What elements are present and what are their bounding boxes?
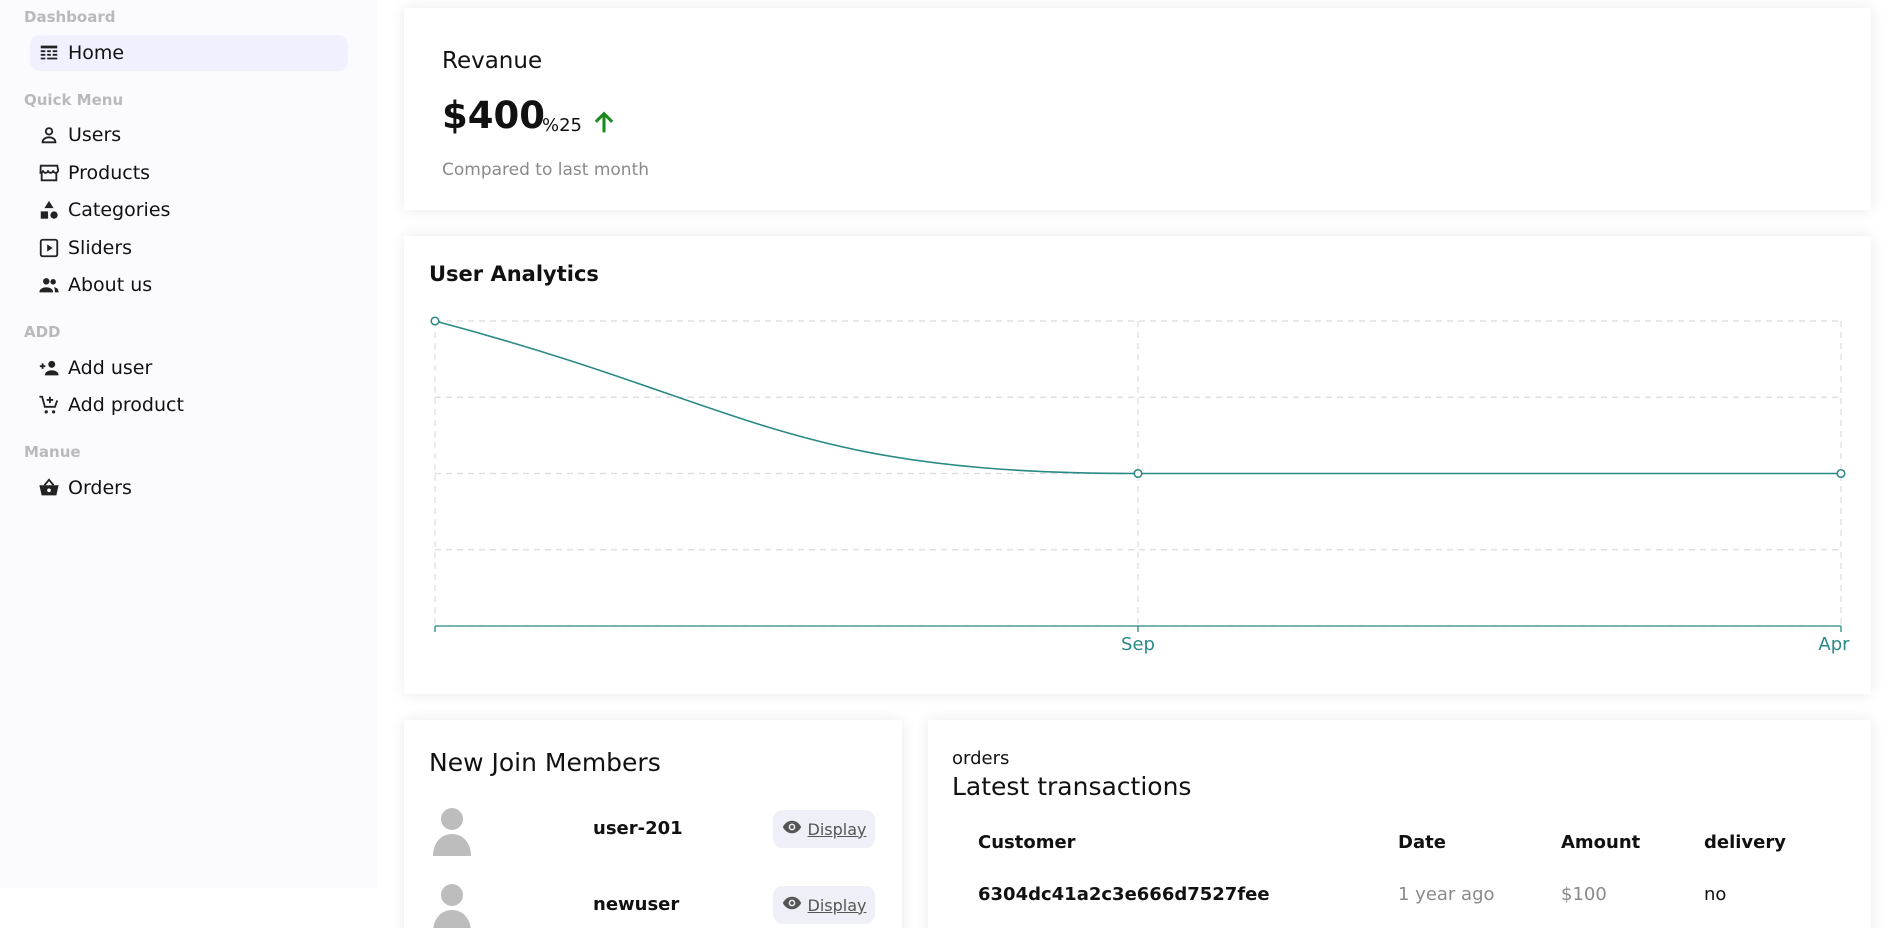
new-join-members-card: New Join Members user-201 Display newuse… <box>404 720 902 928</box>
shopping-basket-icon <box>38 477 60 499</box>
slideshow-icon <box>38 237 60 259</box>
display-button-label: Display <box>807 895 867 915</box>
sidebar-item-sliders[interactable]: Sliders <box>30 230 348 266</box>
arrow-up-icon <box>582 109 618 142</box>
sidebar-item-label: Users <box>68 124 122 146</box>
cell-date: 1 year ago <box>1398 884 1495 905</box>
member-username: newuser <box>593 894 680 915</box>
avatar <box>429 806 475 856</box>
shapes-icon <box>38 199 60 221</box>
sidebar-item-label: Add product <box>68 394 184 416</box>
revenue-card: Revanue $400 %25 Compared to last month <box>404 8 1871 210</box>
sidebar-item-label: Orders <box>68 477 132 499</box>
display-button-label: Display <box>807 819 867 839</box>
x-tick-label: Apr <box>1818 634 1850 655</box>
sidebar-item-label: Products <box>68 162 151 184</box>
group-icon <box>38 274 60 296</box>
sidebar-item-add-user[interactable]: Add user <box>30 350 348 386</box>
member-row: newuser Display <box>429 882 879 928</box>
user-analytics-chart: Sep Apr <box>430 316 1850 655</box>
user-analytics-card: User Analytics Sep Apr <box>404 236 1871 694</box>
sidebar-item-orders[interactable]: Orders <box>30 470 348 506</box>
sidebar-item-home[interactable]: Home <box>30 35 348 71</box>
sidebar-item-add-product[interactable]: Add product <box>30 387 348 423</box>
data-point <box>1133 468 1143 479</box>
sidebar-item-users[interactable]: Users <box>30 117 348 153</box>
revenue-rate: %25 <box>542 109 618 142</box>
sidebar-item-label: About us <box>68 274 153 296</box>
person-outline-icon <box>38 124 60 146</box>
member-row: user-201 Display <box>429 806 879 856</box>
latest-transactions-card: orders Latest transactions Customer Date… <box>928 720 1871 928</box>
sidebar-heading-dashboard: Dashboard <box>24 8 116 26</box>
person-add-icon <box>38 357 60 379</box>
column-header-amount: Amount <box>1561 832 1641 853</box>
revenue-subtitle: Compared to last month <box>442 160 650 180</box>
cell-customer: 6304dc41a2c3e666d7527fee <box>978 884 1270 905</box>
transactions-title: Latest transactions <box>952 772 1192 801</box>
eye-icon <box>782 817 808 841</box>
display-button[interactable]: Display <box>773 810 875 848</box>
storefront-icon <box>38 162 60 184</box>
sidebar-item-label: Sliders <box>68 237 133 259</box>
sidebar-item-about-us[interactable]: About us <box>30 267 348 303</box>
sidebar-item-label: Home <box>68 42 125 64</box>
sidebar-heading-manue: Manue <box>24 443 81 461</box>
dashboard-icon <box>38 42 60 64</box>
sidebar-heading-quick-menu: Quick Menu <box>24 91 124 109</box>
add-shopping-cart-icon <box>38 394 60 416</box>
sidebar: Dashboard Home Quick Menu Users Products… <box>0 0 378 888</box>
avatar <box>429 882 475 928</box>
transactions-kicker: orders <box>952 748 1010 769</box>
display-button[interactable]: Display <box>773 886 875 924</box>
cell-amount: $100 <box>1561 884 1607 905</box>
sidebar-item-categories[interactable]: Categories <box>30 192 348 228</box>
sidebar-item-label: Add user <box>68 357 153 379</box>
column-header-delivery: delivery <box>1704 832 1786 853</box>
revenue-rate-value: %25 <box>542 115 583 136</box>
sidebar-item-products[interactable]: Products <box>30 155 348 191</box>
data-point <box>1836 468 1846 479</box>
member-username: user-201 <box>593 818 683 839</box>
x-tick-label: Sep <box>1121 634 1155 655</box>
sidebar-item-label: Categories <box>68 199 171 221</box>
eye-icon <box>782 893 808 917</box>
revenue-amount: $400 <box>442 94 545 137</box>
data-point <box>430 316 440 326</box>
cell-delivery: no <box>1704 884 1727 905</box>
column-header-date: Date <box>1398 832 1446 853</box>
sidebar-heading-add: ADD <box>24 323 61 341</box>
members-title: New Join Members <box>429 748 661 777</box>
analytics-title: User Analytics <box>429 262 599 286</box>
column-header-customer: Customer <box>978 832 1076 853</box>
revenue-title: Revanue <box>442 48 543 74</box>
